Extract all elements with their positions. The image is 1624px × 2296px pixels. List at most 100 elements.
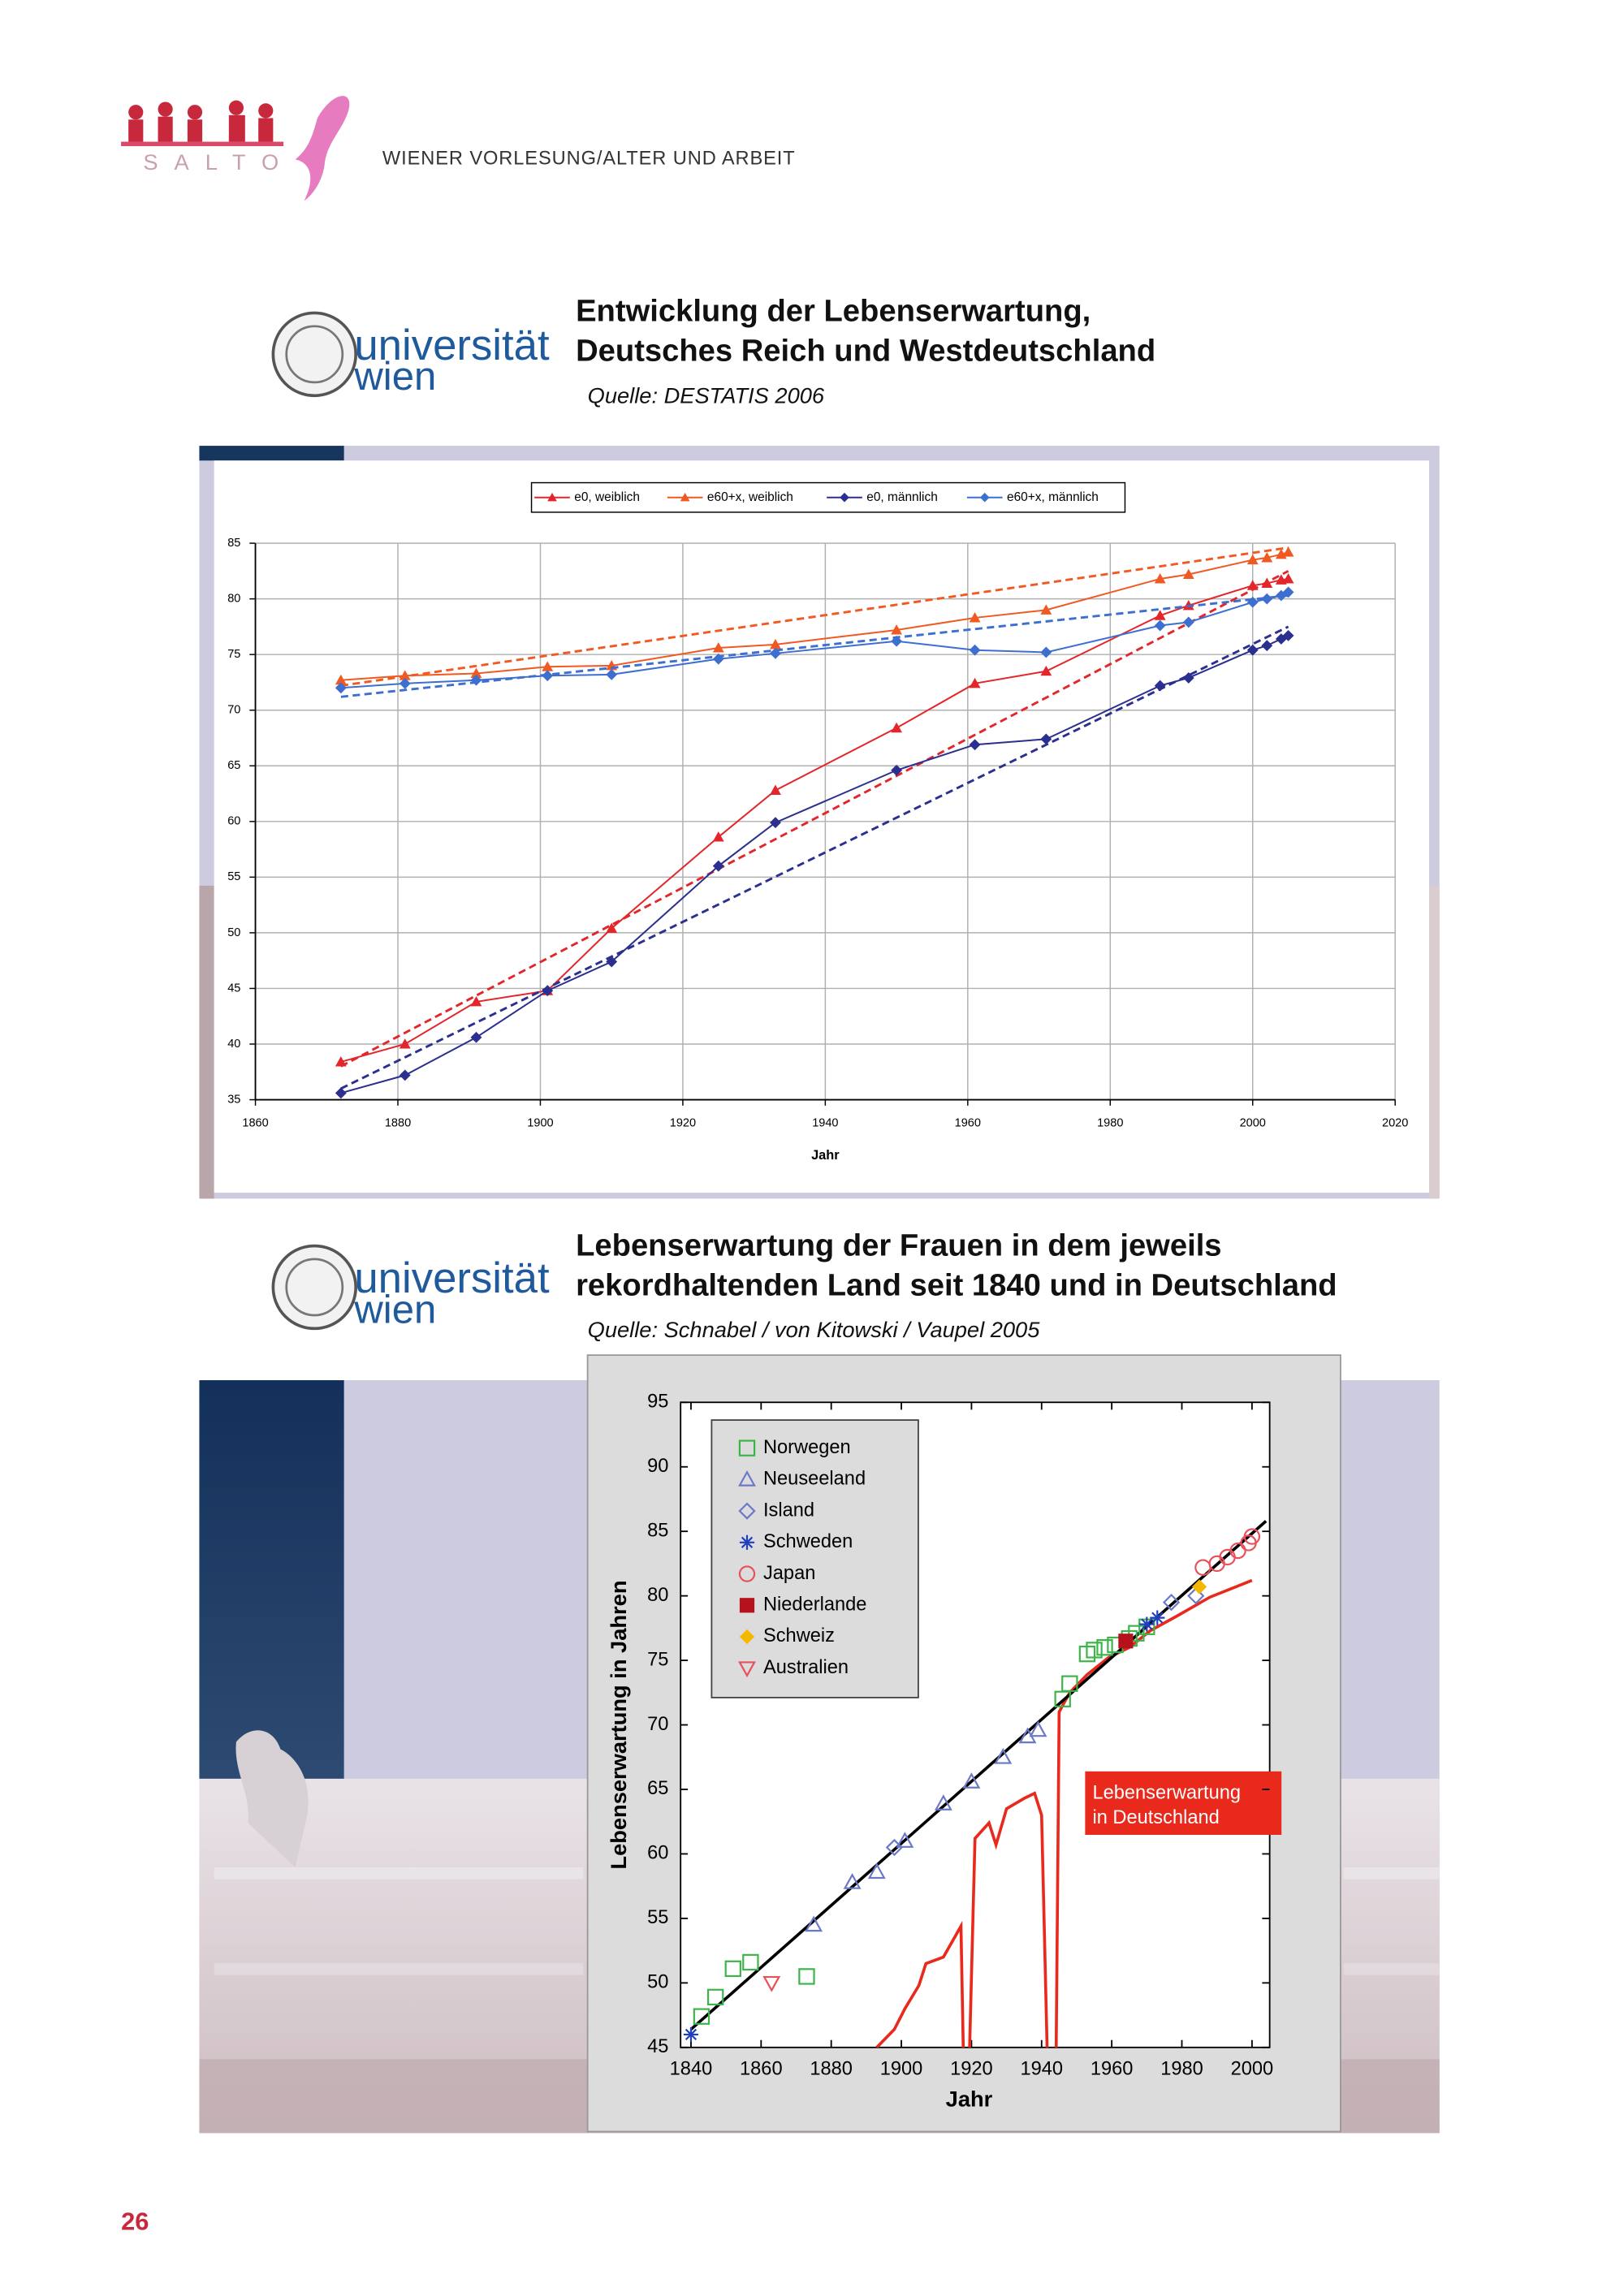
marker <box>969 677 981 688</box>
y-tick-label: 75 <box>227 648 240 661</box>
logo-figure <box>228 114 245 142</box>
trend-line <box>340 570 1289 1068</box>
slide-header: universität wien Entwicklung der Lebense… <box>271 294 1155 408</box>
y-tick-label: 35 <box>227 1093 240 1106</box>
balustrade <box>214 1867 584 1880</box>
x-tick-label: 1940 <box>812 1116 838 1129</box>
marker <box>1246 554 1259 565</box>
marker <box>1029 1720 1047 1737</box>
legend-marker <box>680 492 690 502</box>
marker <box>962 1772 981 1789</box>
logo-figure <box>128 119 144 142</box>
legend-label: Schweden <box>763 1531 853 1552</box>
annotation: Lebenserwartung <box>1092 1782 1241 1803</box>
university-logo: universität <box>354 1254 550 1302</box>
marker <box>1261 577 1273 588</box>
marker <box>1282 546 1294 557</box>
marker <box>1040 665 1052 676</box>
y-tick-label: 75 <box>647 1649 668 1670</box>
legend-marker <box>840 492 849 503</box>
x-tick-label: 2000 <box>1240 1116 1266 1129</box>
marker <box>1261 593 1273 605</box>
legend-label: e60+x, weiblich <box>707 490 793 504</box>
marker <box>742 1953 759 1971</box>
marker <box>1246 580 1259 590</box>
x-tick-label: 2020 <box>1382 1116 1408 1129</box>
marker <box>399 1069 411 1081</box>
marker <box>1040 733 1052 745</box>
balustrade <box>1343 1867 1440 1880</box>
marker <box>969 739 981 751</box>
marker <box>891 764 902 776</box>
x-tick-label: 1880 <box>385 1116 411 1129</box>
legend-label: Neuseeland <box>763 1469 866 1490</box>
x-tick-label: 1980 <box>1160 2058 1203 2079</box>
logo-bar <box>121 141 284 146</box>
series-line <box>340 551 1289 681</box>
logo-figure <box>158 116 173 142</box>
marker <box>1282 629 1294 641</box>
marker <box>1154 610 1166 620</box>
marker <box>1040 646 1052 658</box>
legend-marker <box>739 1598 755 1613</box>
marker <box>712 831 724 842</box>
marker <box>969 612 981 623</box>
marker <box>1086 1642 1103 1659</box>
marker <box>896 1832 914 1848</box>
y-tick-label: 60 <box>647 1843 668 1864</box>
series-line <box>340 577 1289 1063</box>
trend-line <box>340 546 1289 688</box>
marker <box>1154 573 1166 584</box>
logo-runner <box>295 96 350 201</box>
salto-logo: SALTO <box>121 96 350 201</box>
marker <box>867 1862 886 1880</box>
logo-figure <box>187 105 203 120</box>
marker <box>399 677 411 689</box>
marker <box>712 860 724 872</box>
page-number: 26 <box>121 2207 149 2235</box>
university-logo: wien <box>353 355 436 399</box>
y-tick-label: 40 <box>227 1038 240 1051</box>
slide-band <box>199 446 344 461</box>
y-tick-label: 50 <box>227 926 240 939</box>
header-title: WIENER VORLESUNG/ALTER UND ARBEIT <box>382 149 796 170</box>
slide-title: Entwicklung der Lebenserwartung, <box>576 294 1091 329</box>
series-line <box>340 591 1289 689</box>
y-axis-label: Lebenserwartung in Jahren <box>606 1581 631 1870</box>
slide-source: Quelle: DESTATIS 2006 <box>588 382 825 408</box>
series-line <box>340 634 1289 1094</box>
marker <box>399 1038 411 1049</box>
x-axis-label: Jahr <box>946 2086 993 2111</box>
marker <box>798 1968 815 1985</box>
marker <box>1261 640 1273 652</box>
marker <box>1061 1675 1078 1692</box>
marker <box>1150 1610 1165 1625</box>
marker <box>606 922 618 933</box>
university-seal <box>271 311 358 398</box>
balustrade <box>214 1963 584 1975</box>
marker <box>1243 1528 1261 1545</box>
y-tick-label: 90 <box>647 1456 668 1477</box>
y-tick-label: 85 <box>227 537 240 550</box>
marker <box>762 1976 781 1992</box>
marker <box>770 638 781 650</box>
legend-label: Niederlande <box>763 1595 866 1616</box>
legend-label: Norwegen <box>763 1437 851 1458</box>
marker <box>1118 1634 1134 1649</box>
slide-band <box>199 1380 344 1779</box>
x-tick-label: 1960 <box>1091 2058 1134 2079</box>
trend-line <box>340 594 1289 698</box>
y-tick-label: 65 <box>227 759 240 772</box>
x-axis-label: Jahr <box>811 1148 840 1163</box>
marker <box>335 1056 347 1067</box>
slide-source: Quelle: Schnabel / von Kitowski / Vaupel… <box>588 1317 1041 1342</box>
logo-figure <box>258 118 274 142</box>
marker <box>891 722 902 733</box>
y-tick-label: 95 <box>647 1392 668 1413</box>
legend-marker <box>738 1565 756 1582</box>
marker <box>1282 573 1294 584</box>
x-tick-label: 1920 <box>950 2058 993 2079</box>
marker <box>399 670 411 680</box>
